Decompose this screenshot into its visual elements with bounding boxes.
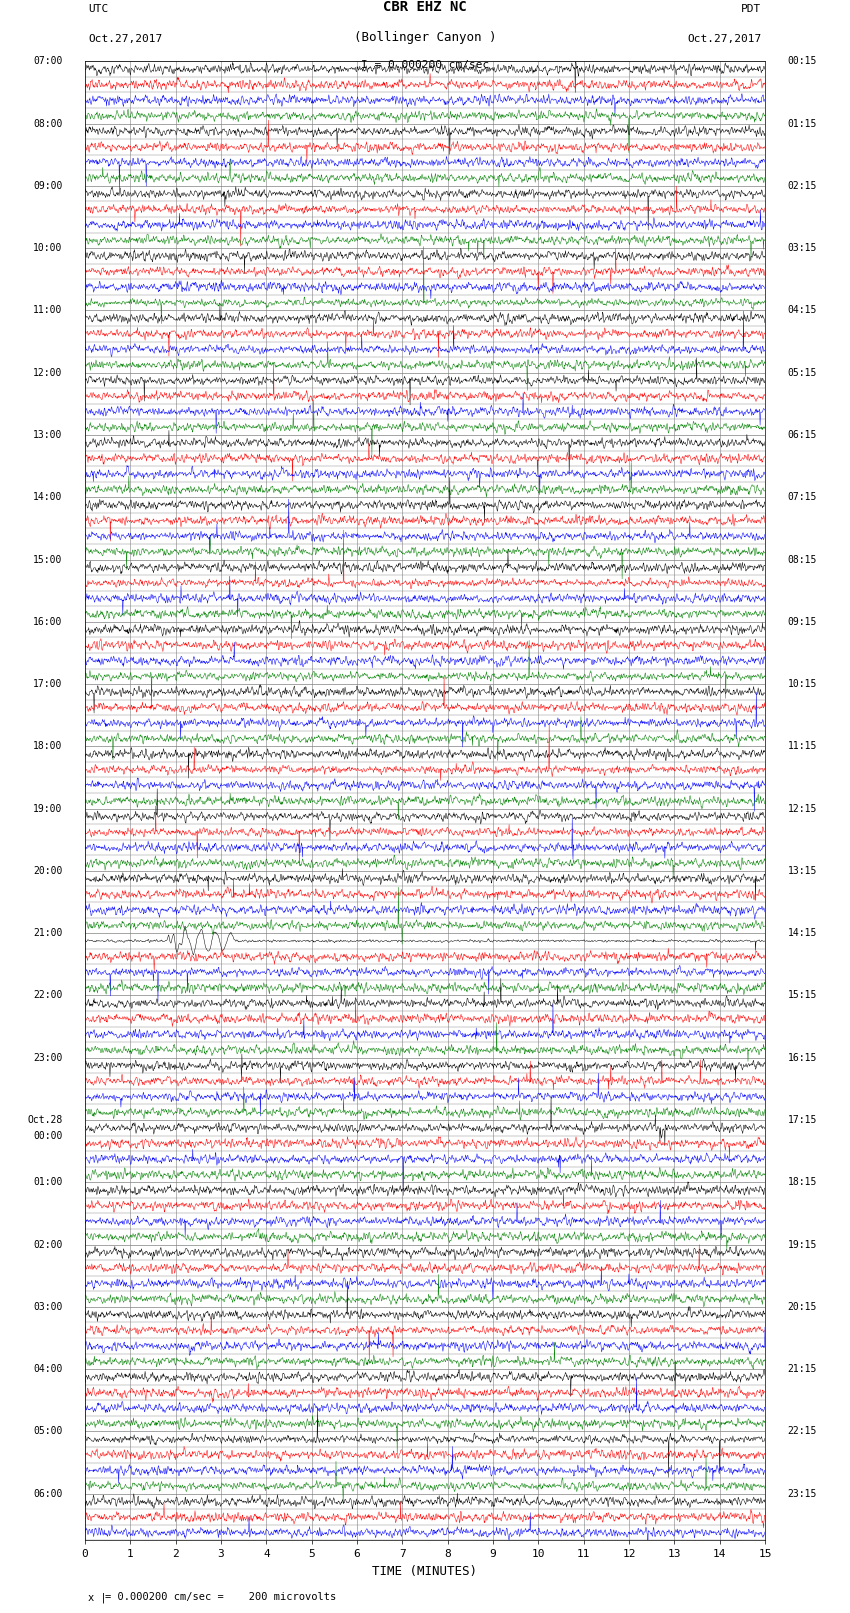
Text: 13:00: 13:00	[33, 431, 62, 440]
Text: 23:00: 23:00	[33, 1053, 62, 1063]
Text: 04:15: 04:15	[788, 305, 817, 316]
Text: x |: x |	[88, 1592, 107, 1603]
Text: 21:00: 21:00	[33, 927, 62, 939]
Text: CBR EHZ NC: CBR EHZ NC	[383, 0, 467, 15]
Text: 08:00: 08:00	[33, 119, 62, 129]
Text: 14:00: 14:00	[33, 492, 62, 502]
Text: 15:00: 15:00	[33, 555, 62, 565]
Text: 08:15: 08:15	[788, 555, 817, 565]
Text: 22:15: 22:15	[788, 1426, 817, 1437]
Text: 03:00: 03:00	[33, 1302, 62, 1311]
Text: = 0.000200 cm/sec =    200 microvolts: = 0.000200 cm/sec = 200 microvolts	[105, 1592, 337, 1602]
Text: 03:15: 03:15	[788, 244, 817, 253]
Text: Oct.27,2017: Oct.27,2017	[688, 34, 762, 44]
Text: 07:15: 07:15	[788, 492, 817, 502]
Text: 20:15: 20:15	[788, 1302, 817, 1311]
Text: UTC: UTC	[88, 3, 109, 15]
Text: 10:00: 10:00	[33, 244, 62, 253]
Text: 02:15: 02:15	[788, 181, 817, 190]
Text: 00:00: 00:00	[33, 1131, 62, 1140]
Text: 16:15: 16:15	[788, 1053, 817, 1063]
Text: 01:15: 01:15	[788, 119, 817, 129]
Text: 09:00: 09:00	[33, 181, 62, 190]
Text: 12:15: 12:15	[788, 803, 817, 813]
Text: 07:00: 07:00	[33, 56, 62, 66]
Text: 20:00: 20:00	[33, 866, 62, 876]
X-axis label: TIME (MINUTES): TIME (MINUTES)	[372, 1565, 478, 1578]
Text: 11:15: 11:15	[788, 742, 817, 752]
Text: 00:15: 00:15	[788, 56, 817, 66]
Text: 05:00: 05:00	[33, 1426, 62, 1437]
Text: Oct.28: Oct.28	[27, 1115, 62, 1124]
Text: 10:15: 10:15	[788, 679, 817, 689]
Text: 13:15: 13:15	[788, 866, 817, 876]
Text: 18:00: 18:00	[33, 742, 62, 752]
Text: 12:00: 12:00	[33, 368, 62, 377]
Text: 09:15: 09:15	[788, 616, 817, 627]
Text: 19:15: 19:15	[788, 1240, 817, 1250]
Text: I = 0.000200 cm/sec: I = 0.000200 cm/sec	[361, 60, 489, 71]
Text: 17:00: 17:00	[33, 679, 62, 689]
Text: 02:00: 02:00	[33, 1240, 62, 1250]
Text: Oct.27,2017: Oct.27,2017	[88, 34, 162, 44]
Text: 11:00: 11:00	[33, 305, 62, 316]
Text: 23:15: 23:15	[788, 1489, 817, 1498]
Text: 18:15: 18:15	[788, 1177, 817, 1187]
Text: 06:15: 06:15	[788, 431, 817, 440]
Text: 21:15: 21:15	[788, 1365, 817, 1374]
Text: 04:00: 04:00	[33, 1365, 62, 1374]
Text: 15:15: 15:15	[788, 990, 817, 1000]
Text: 14:15: 14:15	[788, 927, 817, 939]
Text: 16:00: 16:00	[33, 616, 62, 627]
Text: 01:00: 01:00	[33, 1177, 62, 1187]
Text: PDT: PDT	[741, 3, 762, 15]
Text: 06:00: 06:00	[33, 1489, 62, 1498]
Text: 22:00: 22:00	[33, 990, 62, 1000]
Text: 19:00: 19:00	[33, 803, 62, 813]
Text: 17:15: 17:15	[788, 1115, 817, 1124]
Text: (Bollinger Canyon ): (Bollinger Canyon )	[354, 31, 496, 44]
Text: 05:15: 05:15	[788, 368, 817, 377]
